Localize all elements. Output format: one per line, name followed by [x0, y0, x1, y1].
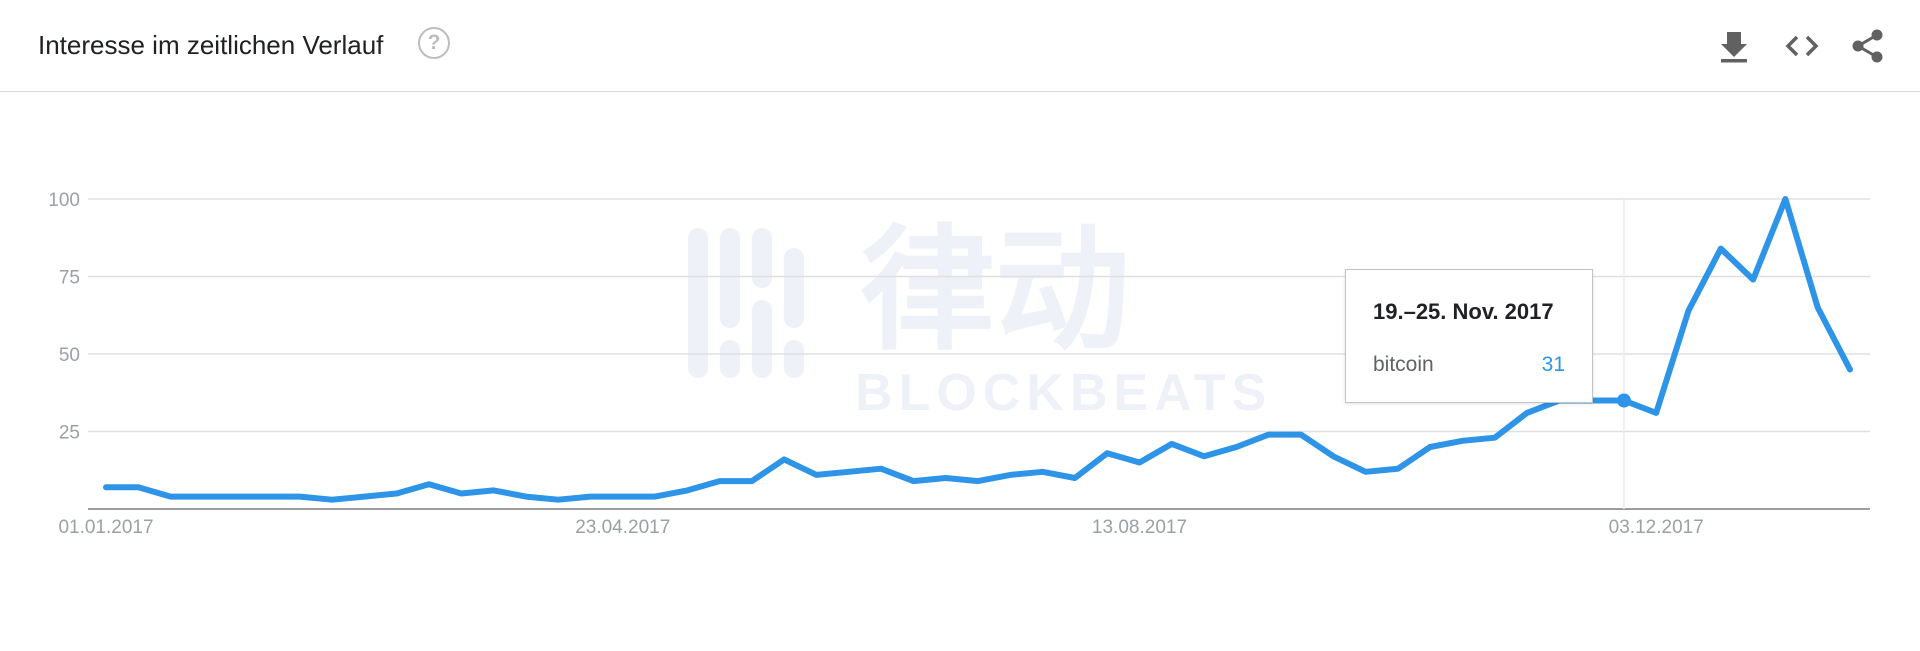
y-tick-label: 25	[59, 423, 80, 444]
question-circle-icon[interactable]: ?	[418, 27, 450, 59]
download-icon[interactable]	[1716, 28, 1752, 64]
x-tick-label: 23.04.2017	[575, 517, 670, 538]
x-tick-label: 13.08.2017	[1092, 517, 1187, 538]
share-icon[interactable]	[1850, 28, 1886, 64]
y-tick-label: 100	[48, 190, 80, 211]
highlighted-point[interactable]	[1616, 393, 1631, 408]
tooltip-date: 19.–25. Nov. 2017	[1373, 299, 1554, 324]
watermark-text: 律动	[860, 212, 1130, 369]
grid-lines	[88, 197, 1870, 510]
x-tick-label: 01.01.2017	[58, 517, 153, 538]
chart-header: Interesse im zeitlichen Verlauf ?	[0, 0, 1920, 92]
x-tick-label: 03.12.2017	[1609, 517, 1704, 538]
watermark-logo: 律动 BLOCKBEATS	[688, 212, 1272, 422]
y-tick-label: 75	[59, 268, 80, 289]
y-tick-label: 50	[59, 345, 80, 366]
watermark-subtext: BLOCKBEATS	[855, 364, 1272, 422]
tooltip-value: 31	[1541, 353, 1565, 376]
chart-title: Interesse im zeitlichen Verlauf	[38, 30, 384, 60]
data-tooltip: 19.–25. Nov. 2017 bitcoin 31	[1345, 269, 1593, 403]
axis-ticks: 25 50 75 100 01.01.2017 23.04.2017 13.08.2017 0…	[48, 190, 1703, 538]
tooltip-term: bitcoin	[1373, 353, 1434, 376]
trend-chart: 律动 BLOCKBEATS 25 50 75 100 01.01.2017 23.04.2…	[48, 190, 1870, 538]
embed-code-icon[interactable]	[1784, 28, 1820, 64]
